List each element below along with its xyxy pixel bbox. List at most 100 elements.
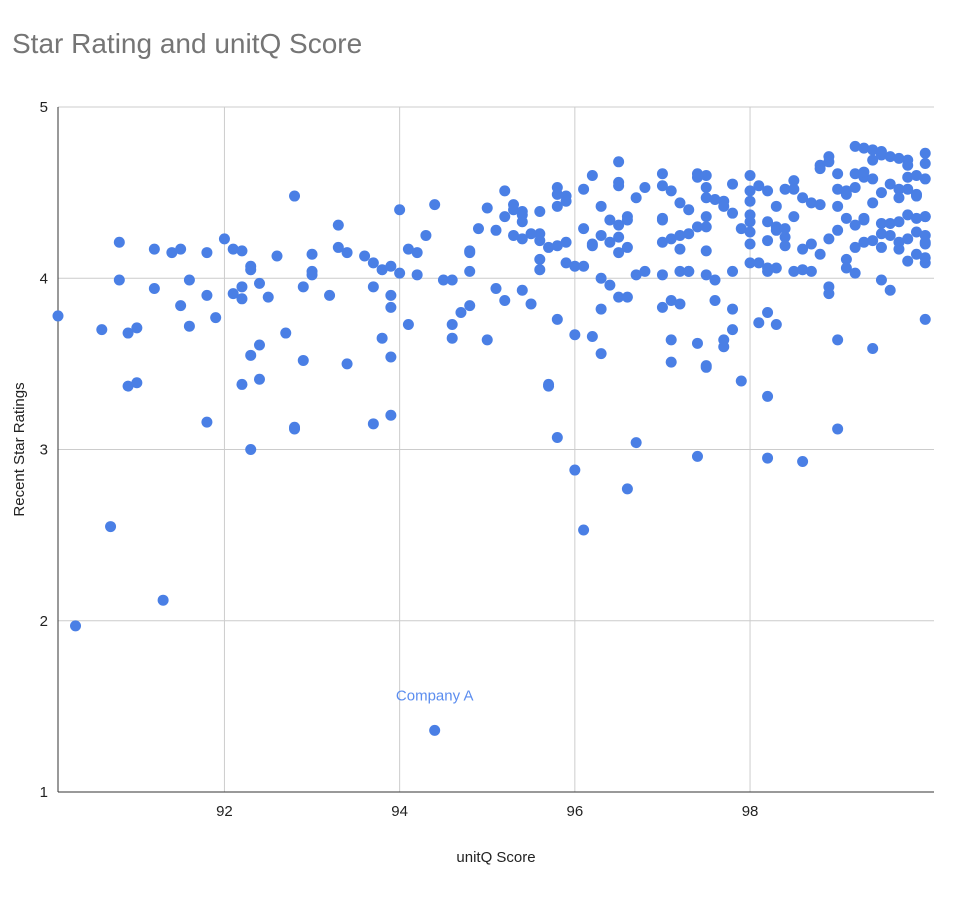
data-point: [297, 354, 309, 366]
data-point: [762, 216, 774, 228]
data-point: [560, 257, 572, 269]
data-point: [840, 212, 852, 224]
data-point: [367, 281, 379, 293]
data-point: [700, 211, 712, 223]
data-point: [665, 334, 677, 346]
data-point: [779, 183, 791, 195]
data-point: [578, 223, 590, 235]
x-tick-label: 96: [566, 803, 583, 820]
data-point: [744, 226, 756, 238]
data-point: [744, 170, 756, 181]
data-point: [884, 151, 896, 163]
data-point: [910, 226, 922, 238]
data-point: [289, 421, 301, 433]
data-point: [253, 373, 265, 385]
data-point: [595, 200, 607, 212]
y-axis-label: Recent Star Ratings: [11, 382, 28, 516]
data-point: [858, 236, 870, 248]
data-point: [516, 205, 528, 217]
data-point: [823, 151, 835, 163]
data-point: [420, 229, 432, 241]
data-point: [508, 229, 520, 241]
data-point: [253, 339, 265, 351]
data-point: [525, 298, 537, 310]
data-point: [613, 231, 625, 243]
data-point: [814, 163, 826, 175]
data-point: [639, 265, 651, 277]
chart-title: Star Rating and unitQ Score: [12, 28, 363, 59]
data-point: [919, 229, 931, 241]
data-point: [394, 267, 406, 279]
data-point: [551, 313, 563, 325]
data-point: [779, 223, 791, 235]
data-point: [805, 265, 817, 277]
data-point: [376, 332, 388, 344]
data-point: [236, 378, 248, 390]
x-axis-label: unitQ Score: [456, 849, 535, 866]
data-point: [744, 209, 756, 221]
data-point: [586, 238, 598, 250]
data-point: [236, 293, 248, 305]
data-point: [788, 265, 800, 277]
data-point: [849, 267, 861, 279]
data-point: [464, 245, 476, 257]
data-point: [674, 197, 686, 209]
data-point: [630, 269, 642, 281]
data-point: [595, 303, 607, 315]
data-point: [656, 212, 668, 224]
data-point: [499, 185, 511, 197]
data-point: [367, 257, 379, 269]
data-point: [858, 214, 870, 226]
data-point: [735, 375, 747, 387]
data-point: [183, 274, 195, 286]
data-point: [402, 243, 414, 255]
data-point: [656, 168, 668, 180]
data-point: [893, 216, 905, 228]
data-point: [245, 444, 257, 455]
data-point: [385, 289, 397, 301]
data-point: [534, 253, 546, 265]
data-point: [779, 240, 791, 252]
data-point: [656, 301, 668, 313]
gridlines: [58, 106, 934, 792]
data-point: [770, 262, 782, 274]
data-point: [849, 140, 861, 152]
data-point: [683, 265, 695, 277]
data-point: [245, 349, 257, 361]
data-point: [113, 236, 125, 248]
data-point: [884, 178, 896, 190]
y-tick-label: 4: [40, 270, 48, 287]
data-point: [718, 200, 730, 212]
data-point: [840, 253, 852, 265]
data-point: [499, 295, 511, 307]
data-point: [832, 334, 844, 346]
data-point: [858, 166, 870, 178]
data-point: [621, 214, 633, 226]
data-point: [762, 390, 774, 402]
data-point: [867, 235, 879, 247]
data-points: [52, 140, 931, 736]
data-point: [805, 238, 817, 250]
data-point: [718, 334, 730, 346]
data-point: [560, 236, 572, 248]
data-point: [867, 173, 879, 185]
data-point: [131, 322, 143, 334]
data-point: [779, 231, 791, 243]
data-point: [236, 245, 248, 257]
axes: [57, 107, 934, 793]
data-point: [665, 233, 677, 245]
data-point: [613, 156, 625, 168]
data-point: [867, 197, 879, 209]
data-point: [166, 247, 178, 259]
data-point: [744, 185, 756, 197]
data-point: [875, 274, 887, 286]
data-point: [875, 241, 887, 253]
data-point: [376, 264, 388, 276]
data-point: [569, 329, 581, 341]
data-point: [919, 173, 931, 185]
data-point: [175, 243, 187, 255]
data-point: [700, 181, 712, 193]
data-point: [394, 204, 406, 216]
data-point: [113, 274, 125, 286]
x-tick-label: 94: [391, 803, 408, 820]
